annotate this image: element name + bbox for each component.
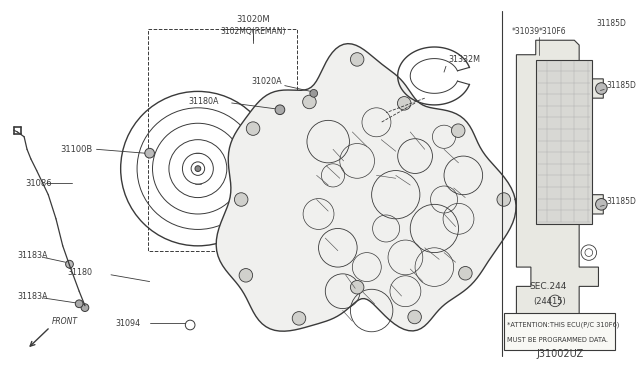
Circle shape (195, 166, 201, 171)
Circle shape (397, 97, 411, 110)
Circle shape (303, 95, 316, 109)
Bar (504, 314, 615, 350)
Text: 31183A: 31183A (17, 292, 48, 301)
Circle shape (234, 193, 248, 206)
Text: 31020M: 31020M (236, 16, 269, 25)
Text: 31180: 31180 (68, 268, 93, 278)
Circle shape (408, 310, 421, 324)
Circle shape (350, 53, 364, 66)
Text: J31002UZ: J31002UZ (536, 349, 584, 359)
Circle shape (596, 83, 607, 94)
Circle shape (310, 90, 317, 97)
Text: 31185D: 31185D (596, 19, 627, 28)
Text: 31332M: 31332M (449, 55, 481, 64)
Text: (24415): (24415) (533, 297, 566, 306)
Circle shape (246, 122, 260, 135)
Text: 31086: 31086 (25, 179, 52, 187)
Text: FRONT: FRONT (52, 317, 78, 326)
Bar (536, 60, 592, 224)
Circle shape (596, 199, 607, 210)
Text: 3102MQ(REMAN): 3102MQ(REMAN) (220, 27, 285, 36)
Circle shape (81, 304, 89, 311)
Circle shape (76, 300, 83, 308)
Text: 31185D: 31185D (606, 81, 636, 90)
Circle shape (239, 269, 253, 282)
Text: 31100B: 31100B (60, 145, 92, 154)
Text: *31039: *31039 (511, 27, 540, 36)
Circle shape (459, 266, 472, 280)
Text: 31180A: 31180A (188, 97, 219, 106)
Circle shape (451, 124, 465, 137)
Circle shape (66, 260, 74, 268)
Circle shape (292, 312, 306, 325)
Text: *ATTENTION:THIS ECU(P/C 310F6): *ATTENTION:THIS ECU(P/C 310F6) (507, 322, 619, 328)
Polygon shape (216, 44, 516, 331)
Circle shape (145, 148, 154, 158)
Bar (148, 29, 298, 251)
Text: 31183A: 31183A (17, 251, 48, 260)
Text: SEC.244: SEC.244 (529, 282, 566, 291)
Text: 31185D: 31185D (606, 197, 636, 206)
Circle shape (275, 105, 285, 115)
Text: 31020A: 31020A (251, 77, 282, 86)
Text: 31094: 31094 (116, 318, 141, 328)
Text: MUST BE PROGRAMMED DATA.: MUST BE PROGRAMMED DATA. (507, 337, 608, 343)
Circle shape (497, 193, 511, 206)
Circle shape (350, 280, 364, 294)
Text: *310F6: *310F6 (539, 27, 566, 36)
Polygon shape (516, 40, 604, 335)
